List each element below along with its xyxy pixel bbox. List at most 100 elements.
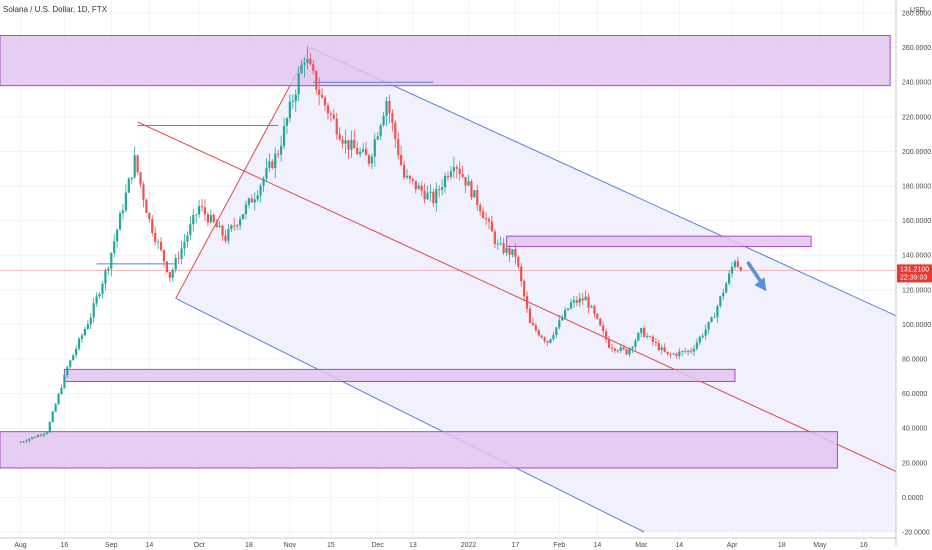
candle [34, 435, 37, 438]
candle [701, 333, 704, 340]
x-tick-label: Sep [105, 542, 118, 549]
candle-body [291, 101, 294, 103]
candle [262, 176, 265, 193]
candle-body [707, 322, 710, 330]
candle [514, 242, 517, 265]
candle-body [268, 161, 271, 168]
candle-body [429, 191, 432, 193]
candle-body [464, 177, 467, 186]
candle [315, 70, 318, 95]
candle [127, 177, 130, 193]
candle [678, 348, 681, 360]
candle [490, 215, 494, 232]
candle [382, 111, 385, 127]
candle [613, 347, 617, 354]
candle-body [599, 318, 602, 326]
candle-body [528, 308, 532, 324]
supply-demand-zone[interactable] [0, 431, 838, 469]
candle [206, 211, 209, 227]
candle-body [189, 224, 192, 236]
candle [710, 316, 713, 323]
candle-body [663, 347, 666, 352]
y-tick-label: 60.0000 [902, 391, 927, 398]
candle [72, 354, 75, 361]
candle [561, 314, 564, 322]
candle-body [209, 214, 212, 223]
candle-body [51, 411, 54, 422]
candle-body [230, 225, 233, 230]
candle [479, 202, 482, 216]
candle [241, 213, 245, 220]
candle-body [69, 360, 72, 368]
rally-line [175, 47, 311, 299]
candle [482, 206, 485, 219]
candle-body [54, 404, 57, 412]
candle [713, 312, 716, 318]
candle [36, 434, 40, 438]
candle [291, 94, 294, 109]
candle [124, 184, 128, 213]
supply-demand-zone[interactable] [506, 235, 812, 248]
candle [113, 234, 116, 258]
candle-body [364, 149, 368, 156]
candle-body [338, 134, 341, 140]
candle [233, 217, 236, 231]
candle-body [482, 211, 485, 219]
candle-body [247, 198, 250, 205]
candle [116, 228, 119, 248]
x-tick-label: Aug [14, 542, 27, 549]
candle-body [496, 243, 499, 245]
y-tick-label: 240.0000 [902, 80, 931, 87]
y-tick-label: -20.0000 [902, 530, 930, 537]
candle [610, 343, 614, 352]
candle-body [689, 350, 693, 352]
candle-body [625, 349, 628, 355]
candle-body [411, 178, 414, 181]
candle [309, 52, 312, 66]
candle [51, 410, 54, 423]
candle [31, 436, 34, 440]
candle [540, 334, 543, 339]
candle [581, 292, 584, 305]
x-tick-label: Oct [194, 542, 205, 549]
candle-body [303, 62, 306, 65]
candle [224, 229, 227, 244]
candle-body [148, 212, 151, 220]
candle-body [192, 214, 195, 225]
candle-body [470, 181, 473, 198]
candle [110, 252, 113, 277]
candle-body [236, 225, 239, 227]
candle-body [171, 269, 174, 278]
candle-body [628, 348, 631, 355]
candle [499, 236, 502, 246]
candle [692, 344, 696, 357]
candle-body [590, 306, 593, 308]
candle-body [256, 195, 259, 200]
supply-demand-zone[interactable] [0, 34, 891, 87]
candle [268, 153, 271, 173]
candle [66, 365, 69, 378]
candle-body [397, 138, 400, 155]
candle-body [31, 437, 34, 439]
candle [297, 66, 300, 102]
candle [432, 188, 435, 207]
candle-body [572, 300, 576, 303]
y-tick-label: 80.0000 [902, 357, 927, 364]
x-tick-label: 16 [860, 542, 868, 549]
candle-body [569, 302, 573, 309]
candle-body [174, 258, 177, 270]
candle [326, 102, 330, 120]
candle [429, 184, 432, 202]
candle-body [692, 348, 696, 352]
candle [722, 288, 725, 300]
candle-body [487, 219, 491, 222]
candle-body [239, 219, 242, 226]
candle [663, 343, 666, 353]
x-axis: Aug 16 Sep 14 Oct 18 Nov 15 Dec 13 2022 17 Feb 14 Mar 1… [0, 537, 896, 549]
candle-body [511, 249, 514, 255]
supply-demand-zone[interactable] [63, 368, 736, 382]
candle [400, 145, 403, 167]
candle [596, 313, 599, 320]
candle [423, 183, 426, 204]
